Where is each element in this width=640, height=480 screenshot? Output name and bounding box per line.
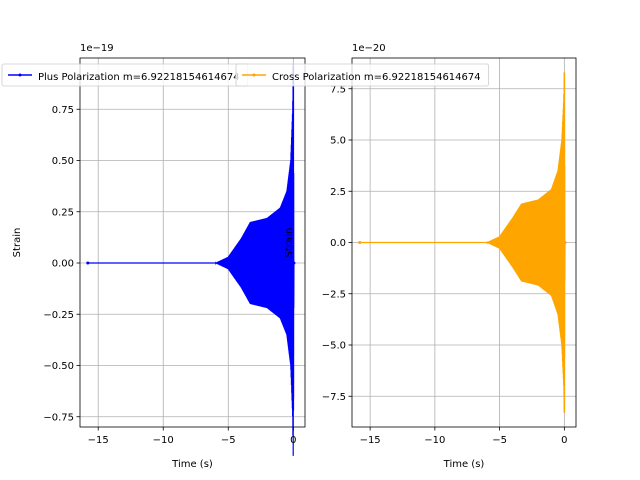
x-tick-label: −5: [492, 435, 507, 446]
y-axis-label: Strain: [12, 228, 23, 258]
cross-polarization-series: [358, 72, 567, 413]
y-tick-label: −2.5: [322, 289, 346, 300]
y-tick-label: 2.5: [330, 187, 346, 198]
x-tick-label: −10: [153, 435, 174, 446]
x-tick-label: −5: [221, 435, 236, 446]
y-tick-label: −7.5: [322, 392, 346, 403]
y-tick-label: 0.0: [330, 238, 346, 249]
start-marker: [86, 261, 90, 265]
x-ticks: −15 −10 −5 0: [360, 427, 568, 446]
x-axis-label: Time (s): [443, 459, 485, 470]
legend-marker-swatch: [18, 73, 22, 77]
y-tick-label: 0.75: [52, 105, 74, 116]
plus-polarization-legend: Plus Polarization m=6.92218154614674: [1, 63, 248, 87]
x-tick-label: −15: [88, 435, 109, 446]
x-tick-label: 0: [561, 435, 567, 446]
waveform-line: [359, 81, 566, 410]
x-tick-label: −15: [360, 435, 381, 446]
y-offset-label: 1e−20: [352, 43, 386, 54]
waveform-line: [87, 80, 295, 456]
y-tick-label: 5.0: [330, 136, 346, 147]
y-offset-label: 1e−19: [80, 43, 114, 54]
y-tick-label: 0.00: [52, 259, 74, 270]
x-ticks: −15 −10 −5 0: [88, 427, 296, 446]
y-ticks: −7.5 −5.0 −2.5 0.0 2.5 5.0 7.5: [322, 84, 352, 403]
plus-polarization-subplot: −15 −10 −5 0 −0.75 −0.50 −0.25 0.00 0.25 0.50 0.7…: [12, 43, 306, 470]
y-tick-label: 0.50: [52, 156, 74, 167]
y-tick-label: −5.0: [322, 341, 346, 352]
x-axis-label: Time (s): [171, 459, 213, 470]
x-tick-label: −10: [424, 435, 445, 446]
y-axis-label: Strain: [284, 228, 295, 258]
axes-frame: [79, 57, 306, 428]
y-tick-label: −0.75: [43, 412, 74, 423]
legend-marker-swatch: [252, 73, 256, 77]
plus-polarization-series: [86, 64, 296, 456]
y-tick-label: 7.5: [330, 84, 346, 95]
cross-polarization-legend: Cross Polarization m=6.92218154614674: [235, 63, 490, 87]
y-ticks: −0.75 −0.50 −0.25 0.00 0.25 0.50 0.75: [43, 105, 80, 423]
cross-polarization-subplot: −15 −10 −5 0 −7.5 −5.0 −2.5 0.0 2.5 5.0 7.5 Time …: [284, 43, 577, 470]
y-tick-label: −0.25: [43, 310, 74, 321]
y-tick-label: 0.25: [52, 207, 74, 218]
end-marker: [563, 241, 567, 244]
x-tick-label: 0: [290, 435, 296, 446]
legend-frame: [235, 63, 490, 87]
legend-label: Plus Polarization m=6.92218154614674: [38, 72, 240, 83]
y-tick-label: −0.50: [43, 361, 74, 372]
legend-label: Cross Polarization m=6.92218154614674: [272, 72, 481, 83]
end-marker: [292, 261, 296, 265]
start-marker: [358, 241, 362, 244]
